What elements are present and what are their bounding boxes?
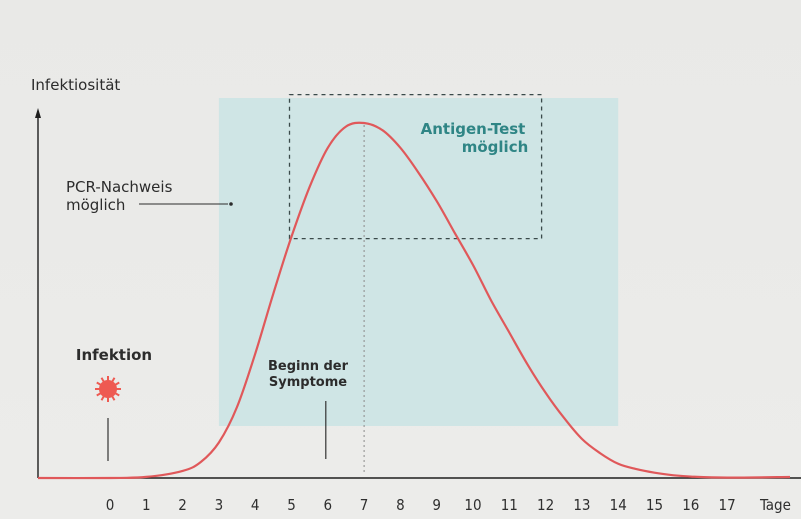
virus-icon xyxy=(95,376,121,402)
x-tick-label: 9 xyxy=(432,496,441,514)
x-tick-label: 7 xyxy=(360,496,369,514)
x-tick-label: 6 xyxy=(324,496,333,514)
antigen-label-line2: möglich xyxy=(462,138,529,156)
y-axis-label: Infektiosität xyxy=(31,76,120,94)
x-tick-label: 13 xyxy=(573,496,590,514)
x-tick-label: 15 xyxy=(646,496,663,514)
y-axis-arrow xyxy=(35,108,41,118)
x-tick-label: 0 xyxy=(106,496,115,514)
virus-body xyxy=(99,380,117,398)
x-tick-label: 16 xyxy=(682,496,699,514)
pcr-label-line2: möglich xyxy=(66,196,125,214)
x-tick-label: 3 xyxy=(215,496,224,514)
x-tick-label: 10 xyxy=(464,496,481,514)
pcr-label-line1: PCR-Nachweis xyxy=(66,178,173,196)
pcr-pointer-dot xyxy=(229,202,233,206)
x-tick-label: 2 xyxy=(178,496,187,514)
x-tick-label: 4 xyxy=(251,496,260,514)
x-tick-label: 5 xyxy=(287,496,296,514)
x-tick-label: 1 xyxy=(142,496,151,514)
x-tick-label: 14 xyxy=(610,496,627,514)
x-tick-label: 8 xyxy=(396,496,405,514)
x-tick-label: 17 xyxy=(719,496,736,514)
x-tick-label: 12 xyxy=(537,496,554,514)
symptoms-label-line1: Beginn der xyxy=(268,359,349,374)
pcr-detection-region xyxy=(218,98,619,426)
symptoms-label-line2: Symptome xyxy=(269,375,347,390)
infectiousness-curve xyxy=(37,121,791,480)
x-tick-label: 11 xyxy=(501,496,518,514)
antigen-test-box xyxy=(288,93,543,240)
infection-label: Infektion xyxy=(76,346,152,364)
x-axis-label: Tage xyxy=(759,496,791,514)
x-axis-ticks: 0 1 2 3 4 5 6 7 8 9 10 11 12 13 14 15 16 17 xyxy=(106,496,736,514)
antigen-label-line1: Antigen-Test xyxy=(421,120,526,138)
